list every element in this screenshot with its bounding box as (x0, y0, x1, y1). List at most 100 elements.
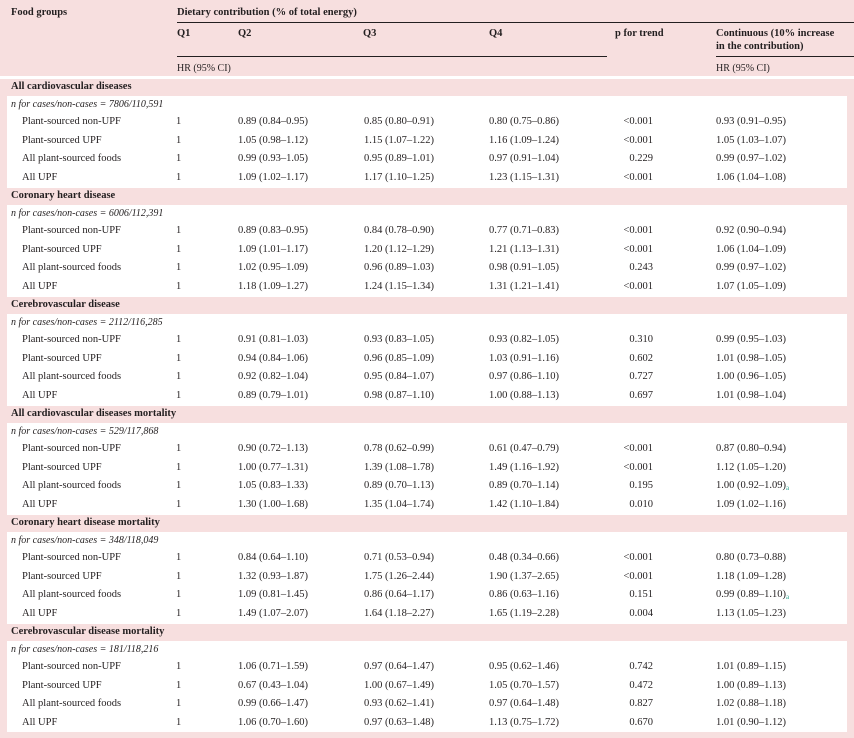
q3-value-text: 1.35 (1.04–1.74) (364, 498, 434, 510)
q1-value-text: 1 (176, 243, 182, 255)
q1-value-text: 1 (176, 116, 182, 127)
q1-value: 1 (176, 353, 181, 364)
q1-value-text: 1 (176, 262, 182, 273)
q4-value: 0.80 (0.75–0.86) (489, 116, 559, 127)
q1-value-text: 1 (176, 280, 182, 292)
table-row: All UPF 1 1.18 (1.09–1.27) 1.24 (1.15–1.34)… (7, 279, 847, 297)
table-row: Plant-sourced non-UPF 1 0.91 (0.81–1.03) 0.… (7, 332, 847, 350)
q2-value: 1.00 (0.77–1.31) (238, 462, 308, 473)
q1-value: 1 (176, 443, 181, 454)
continuous-value-text: 1.06 (1.04–1.08) (716, 171, 786, 183)
continuous-value-text: 0.99 (0.97–1.02) (716, 153, 786, 164)
q4-value-text: 1.31 (1.21–1.41) (489, 280, 559, 292)
q4-value: 1.00 (0.88–1.13) (489, 390, 559, 401)
row-food-group-text: All UPF (22, 716, 58, 728)
q4-value-text: 1.42 (1.10–1.84) (489, 498, 559, 510)
p-trend-value: 0.243 (587, 262, 653, 273)
row-food-group: All UPF (22, 717, 57, 728)
q2-value-text: 0.91 (0.81–1.03) (238, 334, 308, 345)
p-trend-value: 0.195 (587, 480, 653, 491)
row-food-group: Plant-sourced UPF (22, 353, 102, 364)
continuous-value: 1.02 (0.88–1.18) (716, 698, 786, 709)
q2-value-text: 1.09 (1.01–1.17) (238, 243, 308, 255)
continuous-header-line1: Continuous (10% increase (716, 28, 835, 39)
footnote-marker[interactable]: a (786, 484, 790, 492)
p-trend-header: p for trend (615, 28, 664, 39)
table-row: All plant-sourced foods 1 0.99 (0.66–1.47)… (7, 696, 847, 714)
q1-value-text: 1 (176, 171, 182, 183)
q3-value: 1.39 (1.08–1.78) (364, 462, 434, 473)
q2-value: 0.89 (0.83–0.95) (238, 225, 308, 236)
table-row: Plant-sourced non-UPF 1 0.84 (0.64–1.10) 0.… (7, 550, 847, 568)
p-trend-value-text: 0.010 (629, 498, 653, 510)
p-trend-value: <0.001 (587, 225, 653, 236)
row-food-group: All plant-sourced foods (22, 589, 121, 600)
table-row: All UPF 1 1.30 (1.00–1.68) 1.35 (1.04–1.74)… (7, 497, 847, 515)
q2-value: 1.30 (1.00–1.68) (238, 499, 308, 510)
q4-value: 0.97 (0.91–1.04) (489, 153, 559, 164)
q2-value: 1.32 (0.93–1.87) (238, 571, 308, 582)
q2-value: 1.09 (1.01–1.17) (238, 244, 308, 255)
p-trend-value: <0.001 (587, 172, 653, 183)
continuous-value: 1.12 (1.05–1.20) (716, 462, 786, 473)
q3-value: 0.86 (0.64–1.17) (364, 589, 434, 600)
q4-value-text: 1.16 (1.09–1.24) (489, 134, 559, 146)
continuous-value: 1.01 (0.98–1.04) (716, 390, 786, 401)
q4-value-text: 0.61 (0.47–0.79) (489, 443, 559, 454)
continuous-value-text: 1.01 (0.89–1.15) (716, 661, 786, 672)
p-trend-value: 0.697 (587, 390, 653, 401)
q3-value-text: 1.64 (1.18–2.27) (364, 607, 434, 619)
q3-value: 1.24 (1.15–1.34) (364, 281, 434, 292)
p-trend-value: 0.004 (587, 608, 653, 619)
q2-value: 0.67 (0.43–1.04) (238, 680, 308, 691)
q1-value-text: 1 (176, 352, 182, 364)
continuous-value: 1.01 (0.98–1.05) (716, 353, 786, 364)
row-food-group: All plant-sourced foods (22, 262, 121, 273)
q1-value-text: 1 (176, 461, 182, 473)
table-row: Plant-sourced non-UPF 1 0.89 (0.84–0.95) 0.… (7, 114, 847, 132)
section-body: n for cases/non-cases = 181/118,216 Plant… (0, 641, 854, 733)
continuous-value-text: 0.99 (0.97–1.02) (716, 262, 786, 273)
row-food-group: Plant-sourced non-UPF (22, 225, 121, 236)
p-trend-value-text: 0.727 (629, 371, 653, 382)
table-row: All UPF 1 0.89 (0.79–1.01) 0.98 (0.87–1.10)… (7, 388, 847, 406)
table-section: Cerebrovascular disease mortality n for c… (0, 624, 854, 733)
p-trend-value-text: 0.004 (629, 607, 653, 619)
continuous-value-text: 1.00 (0.92–1.09) (716, 480, 786, 491)
q4-value-text: 1.05 (0.70–1.57) (489, 679, 559, 691)
table-row: Plant-sourced UPF 1 1.32 (0.93–1.87) 1.75 (… (7, 569, 847, 587)
footnote-marker[interactable]: a (786, 593, 790, 601)
q2-value: 1.06 (0.71–1.59) (238, 661, 308, 672)
p-trend-value-text: <0.001 (623, 443, 653, 454)
section-body: n for cases/non-cases = 2112/116,285 Plan… (0, 314, 854, 406)
continuous-value: 0.99 (0.89–1.10)a (716, 589, 790, 601)
row-food-group: All UPF (22, 172, 57, 183)
table-section: All cardiovascular diseases n for cases/n… (0, 79, 854, 188)
header-rule-quartiles (177, 56, 607, 57)
section-title-band: All cardiovascular diseases (0, 79, 854, 96)
continuous-value-text: 0.93 (0.91–0.95) (716, 116, 786, 127)
q3-value-text: 1.15 (1.07–1.22) (364, 134, 434, 146)
continuous-value-text: 1.01 (0.90–1.12) (716, 716, 786, 728)
q4-value: 1.49 (1.16–1.92) (489, 462, 559, 473)
q2-value: 0.90 (0.72–1.13) (238, 443, 308, 454)
q3-value-text: 0.89 (0.70–1.13) (364, 480, 434, 491)
continuous-value: 0.93 (0.91–0.95) (716, 116, 786, 127)
q3-value-text: 1.00 (0.67–1.49) (364, 679, 434, 691)
q4-value: 0.97 (0.64–1.48) (489, 698, 559, 709)
q2-value: 0.84 (0.64–1.10) (238, 552, 308, 563)
p-trend-value: 0.229 (587, 153, 653, 164)
q2-value-text: 1.00 (0.77–1.31) (238, 461, 308, 473)
p-trend-value: 0.727 (587, 371, 653, 382)
q1-value-text: 1 (176, 225, 182, 236)
row-food-group-text: Plant-sourced non-UPF (22, 334, 121, 345)
continuous-value-text: 0.99 (0.89–1.10) (716, 589, 786, 600)
table-row: All UPF 1 1.06 (0.70–1.60) 0.97 (0.63–1.48)… (7, 715, 847, 733)
q3-value-text: 0.93 (0.83–1.05) (364, 334, 434, 345)
p-trend-value-text: 0.670 (629, 716, 653, 728)
row-food-group-text: Plant-sourced non-UPF (22, 225, 121, 236)
q1-value: 1 (176, 698, 181, 709)
row-food-group-text: Plant-sourced non-UPF (22, 661, 121, 672)
section-title: All cardiovascular diseases (11, 81, 132, 92)
p-trend-value-text: <0.001 (623, 116, 653, 127)
